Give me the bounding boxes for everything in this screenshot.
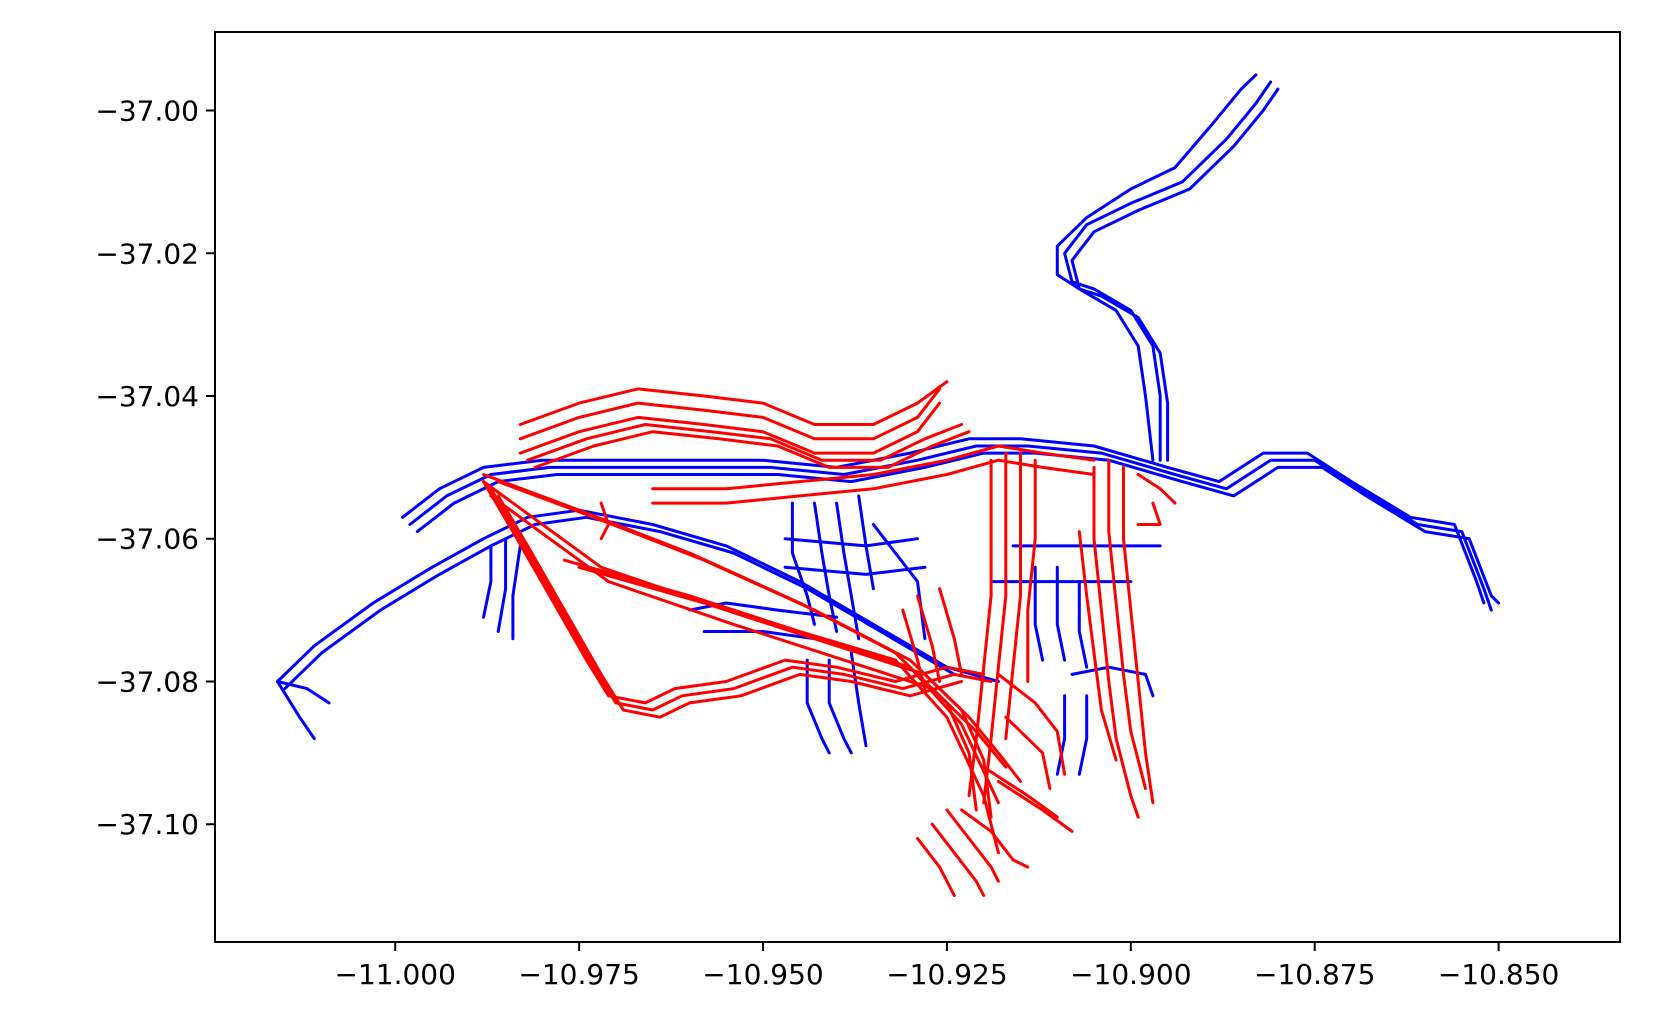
series-2-trace-1 <box>482 480 986 705</box>
x-tick-label-6: −10.875 <box>1254 958 1375 991</box>
series-layer <box>276 73 1501 898</box>
series-1-trace-32 <box>688 601 839 619</box>
y-tick-label-2: −37.02 <box>95 237 199 270</box>
series-2-trace-4 <box>482 480 1022 783</box>
series-1-trace-21 <box>827 658 853 755</box>
series-2 <box>482 380 1177 898</box>
series-2-trace-15 <box>651 444 1096 491</box>
series-2-trace-18 <box>982 451 1008 805</box>
x-tick-label-5: −10.900 <box>1070 958 1191 991</box>
x-axis: −11.000 −10.975 −10.950 −10.925 −10.900 −10.8… <box>335 942 1559 991</box>
x-tick-label-7: −10.850 <box>1438 958 1559 991</box>
y-tick-label-6: −37.10 <box>95 808 199 841</box>
y-tick-label-5: −37.08 <box>95 665 199 698</box>
series-2-trace-29 <box>916 837 956 898</box>
series-1-trace-6 <box>408 444 1493 612</box>
series-1-trace-28 <box>1070 665 1155 698</box>
series-2-trace-12 <box>518 380 949 426</box>
series-2-trace-10 <box>518 401 942 455</box>
series-2-trace-19 <box>1004 451 1022 741</box>
x-tick-label-1: −11.000 <box>335 958 456 991</box>
series-2-trace-24 <box>1077 530 1118 762</box>
x-tick-label-2: −10.975 <box>518 958 639 991</box>
series-2-trace-33 <box>901 608 927 691</box>
series-2-trace-30 <box>960 808 1030 869</box>
series-1 <box>276 73 1501 776</box>
series-2-trace-9 <box>577 565 1000 805</box>
series-1-trace-33 <box>702 630 816 641</box>
x-tick-label-3: −10.950 <box>702 958 823 991</box>
series-1-trace-9 <box>1070 87 1280 462</box>
series-1-trace-22 <box>849 651 868 748</box>
series-2-trace-36 <box>1136 473 1177 505</box>
series-2-trace-14 <box>533 430 971 469</box>
series-1-trace-2 <box>283 515 956 691</box>
series-1-trace-15 <box>813 501 839 633</box>
series-2-trace-2 <box>489 487 993 712</box>
series-1-trace-11 <box>482 544 493 619</box>
series-2-trace-25 <box>996 672 1067 776</box>
series-2-trace-17 <box>967 458 993 798</box>
series-2-trace-26 <box>1004 715 1052 790</box>
series-1-trace-23 <box>1033 565 1045 662</box>
series-2-trace-27 <box>945 808 1000 883</box>
series-1-trace-16 <box>835 501 861 641</box>
plot-frame <box>214 31 1621 943</box>
series-2-trace-32 <box>938 587 964 676</box>
series-2-trace-31 <box>916 594 942 683</box>
series-2-trace-22 <box>1107 458 1147 790</box>
y-axis: −37.00 −37.02 −37.04 −37.06 −37.08 −37.10 <box>95 95 215 841</box>
y-tick-label-4: −37.06 <box>95 523 199 556</box>
series-2-trace-34 <box>982 765 1059 819</box>
series-1-trace-19 <box>783 565 927 576</box>
x-tick-label-4: −10.925 <box>886 958 1007 991</box>
series-1-trace-29 <box>1055 694 1067 776</box>
series-2-trace-13 <box>526 423 964 462</box>
series-2-trace-28 <box>930 822 986 898</box>
series-1-trace-12 <box>496 537 508 633</box>
series-2-trace-7 <box>496 480 993 819</box>
plot-area-background <box>215 32 1620 942</box>
series-2-trace-3 <box>496 494 964 719</box>
series-1-trace-5 <box>401 437 1486 605</box>
series-2-trace-23 <box>1122 465 1155 805</box>
series-1-trace-10 <box>1055 73 1258 462</box>
series-1-trace-3 <box>276 680 316 741</box>
series-1-trace-20 <box>805 658 831 755</box>
series-1-trace-24 <box>1055 565 1067 662</box>
series-1-trace-25 <box>1077 580 1089 669</box>
series-1-trace-8 <box>1063 80 1273 462</box>
series-2-trace-11 <box>518 387 942 441</box>
y-tick-label-1: −37.00 <box>95 95 199 128</box>
series-2-trace-38 <box>599 501 610 541</box>
series-2-trace-37 <box>1136 501 1162 526</box>
series-1-trace-18 <box>783 537 919 548</box>
series-1-trace-13 <box>511 544 522 641</box>
y-tick-label-3: −37.04 <box>95 380 199 413</box>
series-1-trace-4 <box>276 680 331 705</box>
series-2-trace-20 <box>1026 458 1037 683</box>
series-1-trace-30 <box>1077 694 1089 776</box>
series-2-trace-35 <box>996 779 1074 833</box>
series-2-trace-21 <box>1092 465 1140 819</box>
